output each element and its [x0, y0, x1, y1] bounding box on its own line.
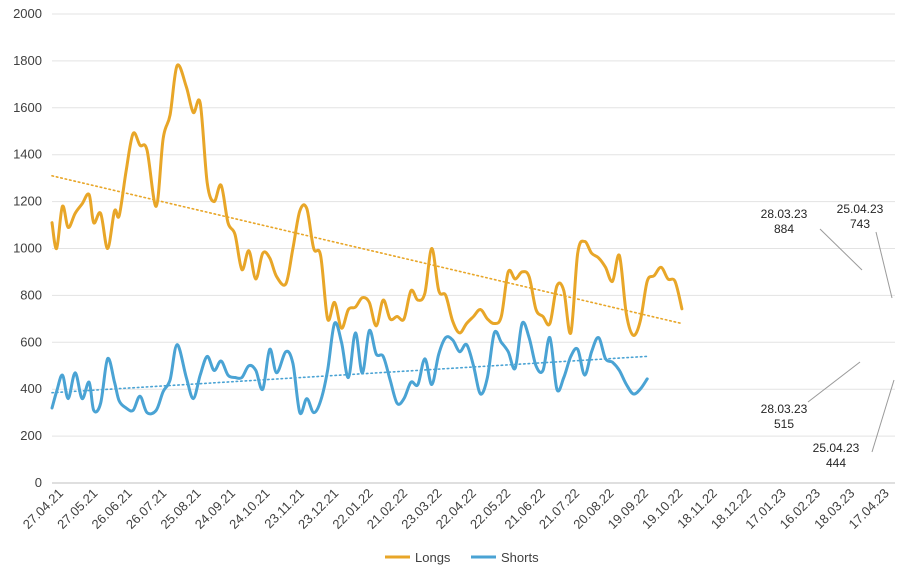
annotation-value: 444 [826, 456, 846, 470]
annotation-leader [871, 379, 895, 453]
y-tick-label: 2000 [13, 6, 42, 21]
y-tick-label: 0 [35, 475, 42, 490]
annotation-date: 25.04.23 [837, 202, 884, 216]
y-tick-label: 200 [20, 428, 42, 443]
annotation-date: 28.03.23 [761, 207, 808, 221]
legend-label-longs: Longs [415, 550, 451, 565]
annotation-value: 743 [850, 217, 870, 231]
y-tick-label: 400 [20, 381, 42, 396]
gridlines [52, 13, 895, 484]
y-tick-label: 1200 [13, 194, 42, 209]
series-lines [50, 63, 684, 416]
y-tick-label: 1600 [13, 100, 42, 115]
legend: Longs Shorts [385, 550, 539, 565]
x-axis-ticks: 27.04.2127.05.2126.06.2126.07.2125.08.21… [20, 486, 892, 532]
annotation-leader [807, 361, 861, 403]
y-tick-label: 1000 [13, 241, 42, 256]
y-tick-label: 1800 [13, 53, 42, 68]
y-tick-label: 600 [20, 334, 42, 349]
y-tick-label: 1400 [13, 147, 42, 162]
annotation-date: 28.03.23 [761, 402, 808, 416]
annotation-value: 884 [774, 222, 794, 236]
y-tick-label: 800 [20, 287, 42, 302]
annotations: 28.03.2388425.04.2374328.03.2351525.04.2… [761, 202, 895, 470]
annotation-leader [875, 231, 893, 299]
annotation-value: 515 [774, 417, 794, 431]
legend-label-shorts: Shorts [501, 550, 539, 565]
trend-line-longs [51, 175, 683, 325]
series-line-shorts [50, 320, 649, 416]
y-axis-ticks: 0 200 400 600 800 1000 1200 1400 1600 1800 2000 [13, 6, 42, 490]
series-line-longs [50, 63, 684, 337]
annotation-leader [819, 228, 863, 271]
annotation-date: 25.04.23 [813, 441, 860, 455]
trend-lines [51, 175, 683, 394]
